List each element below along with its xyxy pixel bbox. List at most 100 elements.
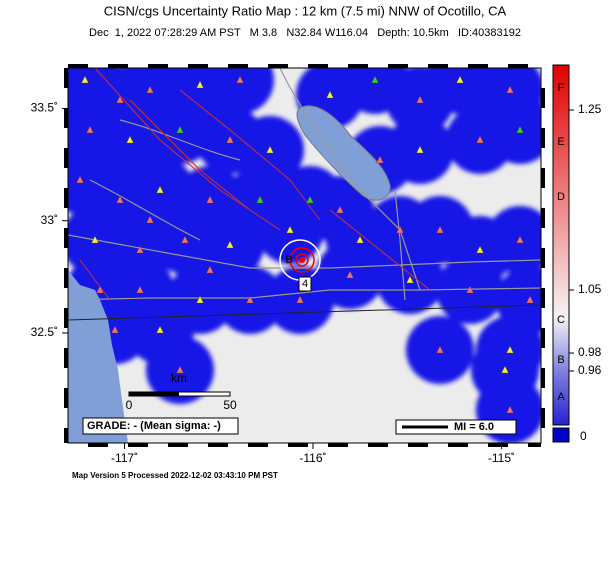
station [156, 325, 164, 334]
station [146, 85, 154, 94]
colorbar-tick-label: 1.05 [578, 282, 602, 296]
grade-letter: C [557, 314, 565, 326]
station [456, 75, 464, 84]
station [376, 155, 384, 164]
station [256, 195, 264, 204]
frame-tick [541, 88, 545, 108]
frame-tick [64, 388, 68, 408]
station [356, 235, 364, 244]
scale-bar: km 0 50 [126, 371, 237, 412]
frame-tick [328, 443, 348, 447]
station [506, 345, 514, 354]
station [81, 75, 89, 84]
colorbar-nodata-label: 0 [580, 429, 587, 443]
frame-tick [541, 328, 545, 348]
station [91, 235, 99, 244]
frame-tick [64, 308, 68, 328]
station [436, 225, 444, 234]
station [136, 245, 144, 254]
frame-tick [64, 348, 68, 368]
frame-tick [368, 443, 388, 447]
station [416, 145, 424, 154]
stations [76, 75, 534, 414]
grade: GRADE: - (Mean sigma: -) [87, 420, 221, 432]
salton-sea [296, 105, 391, 201]
station [436, 345, 444, 354]
faults [79, 68, 431, 301]
frame-tick [488, 443, 508, 447]
station [296, 295, 304, 304]
station [506, 405, 514, 414]
station [196, 80, 204, 89]
frame-tick [308, 64, 328, 68]
station [396, 225, 404, 234]
label-box [298, 276, 312, 292]
coverage [496, 266, 541, 334]
frame-tick [64, 268, 68, 288]
station [206, 195, 214, 204]
station [476, 135, 484, 144]
frame-tick [248, 443, 268, 447]
colorbar-tick-label: 1.25 [578, 102, 602, 116]
x-tick-label: -117˚ [111, 451, 138, 465]
legend-box [395, 419, 517, 435]
grade-letter: B [557, 354, 564, 366]
grade-letter: D [557, 191, 565, 203]
x-tick-label: -115˚ [488, 451, 515, 465]
map-area: B 4 [68, 68, 541, 443]
coverage [206, 68, 274, 114]
frame-tick [64, 428, 68, 443]
frame-tick [348, 64, 368, 68]
coverage [426, 68, 494, 114]
station [96, 285, 104, 294]
scale-bar-fill [129, 392, 179, 396]
station [136, 285, 144, 294]
frame-tick [528, 443, 541, 447]
y-tick-label: 33˚ [41, 213, 58, 227]
colorbar-tick-label: 0.98 [578, 345, 602, 359]
station [526, 295, 534, 304]
station [476, 245, 484, 254]
epicenter [279, 239, 321, 281]
grade-letter: F [558, 82, 565, 94]
station [246, 295, 254, 304]
frame-tick [288, 443, 308, 447]
frame-tick [64, 228, 68, 248]
station [116, 195, 124, 204]
station [206, 265, 214, 274]
colorbar-nodata [552, 427, 570, 443]
station [236, 75, 244, 84]
frame-tick [468, 64, 488, 68]
frame-tick [508, 64, 528, 68]
frame-tick [541, 128, 545, 148]
uncertainty-field [68, 68, 541, 443]
frame-tick [64, 148, 68, 168]
frame-tick [68, 64, 88, 68]
epicenter-label: B [285, 254, 292, 266]
frame-tick [228, 64, 248, 68]
intensity-legend: MI = 6.0 [454, 421, 494, 433]
station [156, 185, 164, 194]
station [371, 75, 379, 84]
station [306, 195, 314, 204]
station [326, 90, 334, 99]
station [111, 325, 119, 334]
footer: Map Version 5 Processed 2022-12-02 03:43… [72, 471, 278, 480]
colorbar [552, 64, 570, 426]
station [196, 295, 204, 304]
station [466, 285, 474, 294]
station [76, 175, 84, 184]
station [226, 240, 234, 249]
station [501, 365, 509, 374]
scale-start: 0 [126, 398, 133, 412]
subtitle: Dec 1, 2022 07:28:29 AM PST M 3.8 N32.84… [89, 27, 521, 39]
frame-tick [188, 64, 208, 68]
x-tick-label: -116˚ [299, 451, 326, 465]
grade-box [82, 417, 239, 435]
frame-tick [64, 108, 68, 128]
frame-tick [541, 288, 545, 308]
station [516, 125, 524, 134]
frame-tick [428, 64, 448, 68]
